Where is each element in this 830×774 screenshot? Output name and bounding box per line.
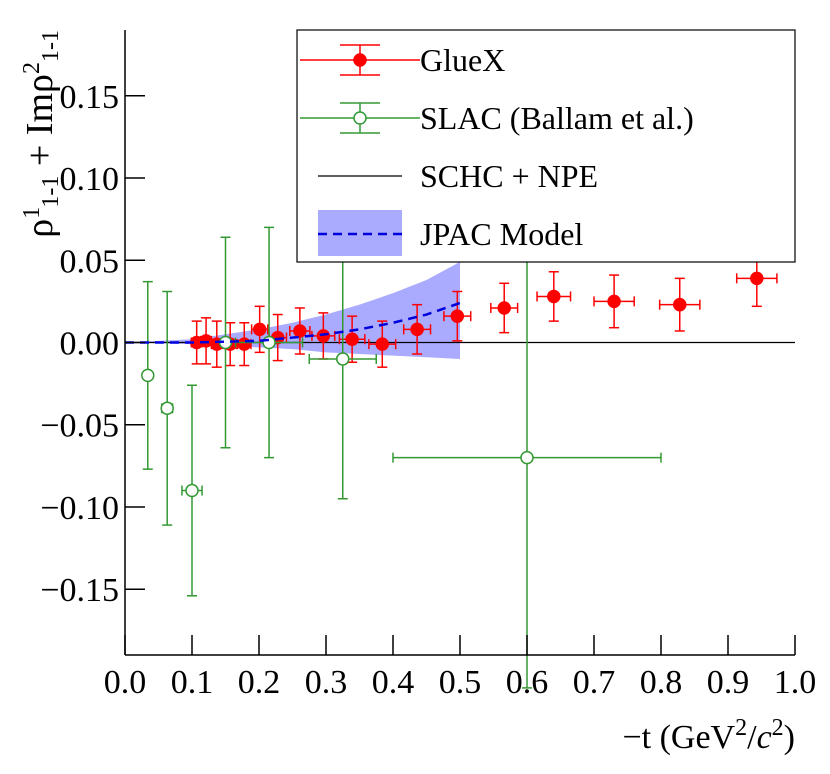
axis-layer: 0.0 0.1 0.2 0.3 0.4 0.5 0.6 0.7 0.8 0.9 1.0 −0.15 −0… xyxy=(19,30,816,756)
x-tick-label: 0.2 xyxy=(238,664,281,701)
x-tick-label: 0.5 xyxy=(439,664,482,701)
y-tick-label: −0.10 xyxy=(40,490,119,527)
legend-entry: GlueX xyxy=(300,42,505,78)
x-tick-label: 0.4 xyxy=(372,664,415,701)
y-tick-label: 0.05 xyxy=(60,243,120,280)
legend-label: SCHC + NPE xyxy=(420,158,598,194)
label-part: 2 xyxy=(735,715,747,741)
label-part: ) xyxy=(784,719,795,756)
point xyxy=(141,368,155,383)
label-part: 1-1 xyxy=(38,30,64,62)
point xyxy=(520,450,534,465)
point xyxy=(345,332,359,346)
point xyxy=(316,329,331,343)
point xyxy=(262,335,276,350)
x-tick-label: 0.1 xyxy=(171,664,214,701)
legend-label: SLAC (Ballam et al.) xyxy=(420,100,694,136)
label-part: + Im xyxy=(19,93,61,176)
model-line xyxy=(125,301,461,344)
model-band xyxy=(125,261,460,359)
legend-entry: JPAC Model xyxy=(318,210,583,256)
point xyxy=(252,322,267,337)
label-part: ρ xyxy=(19,219,61,238)
y-axis-label: ρ11-1 + Imρ21-1 xyxy=(19,30,64,238)
label-part: −t (GeV xyxy=(622,719,735,756)
legend-label: JPAC Model xyxy=(420,216,583,252)
point xyxy=(673,297,687,312)
label-part: 1 xyxy=(19,208,45,219)
x-axis-label: −t (GeV2/c2) xyxy=(622,715,795,756)
y-tick-label: 0.15 xyxy=(60,79,120,116)
y-tick-label: 0.10 xyxy=(60,161,120,198)
point xyxy=(547,289,561,304)
y-tick-label: −0.15 xyxy=(40,572,119,609)
legend-swatch xyxy=(318,210,402,256)
legend-entry: SLAC (Ballam et al.) xyxy=(300,100,694,136)
point xyxy=(293,324,307,338)
y-tick-label: −0.05 xyxy=(40,408,119,445)
point xyxy=(497,301,511,315)
point xyxy=(375,337,390,351)
label-part: 2 xyxy=(19,62,45,74)
legend-marker xyxy=(353,53,367,67)
label-part: c xyxy=(757,719,772,756)
x-tick-label: 0.6 xyxy=(506,664,549,701)
point xyxy=(160,401,174,416)
point xyxy=(607,294,621,309)
legend: GlueX SLAC (Ballam et al.) SCHC + NPE JPAC … xyxy=(296,29,796,263)
x-tick-label: 0.8 xyxy=(640,664,683,701)
point xyxy=(185,483,199,498)
point xyxy=(750,271,764,286)
label-part: / xyxy=(747,719,757,756)
x-tick-label: 0.0 xyxy=(104,664,147,701)
legend-entry: SCHC + NPE xyxy=(318,158,598,194)
label-part: 1-1 xyxy=(38,176,64,208)
x-tick-label: 0.7 xyxy=(573,664,616,701)
x-tick-label: 0.9 xyxy=(707,664,750,701)
point xyxy=(410,322,424,337)
y-tick-label: 0.00 xyxy=(60,326,120,363)
mark-layer xyxy=(125,218,795,689)
x-tick-label: 0.3 xyxy=(305,664,348,701)
label-part: ρ xyxy=(19,74,61,93)
legend-label: GlueX xyxy=(420,42,505,78)
band-layer xyxy=(125,261,460,359)
legend-marker xyxy=(353,111,367,125)
x-tick-label: 1.0 xyxy=(774,664,817,701)
point xyxy=(336,352,350,366)
label-part: 2 xyxy=(772,715,784,741)
point xyxy=(450,309,465,323)
